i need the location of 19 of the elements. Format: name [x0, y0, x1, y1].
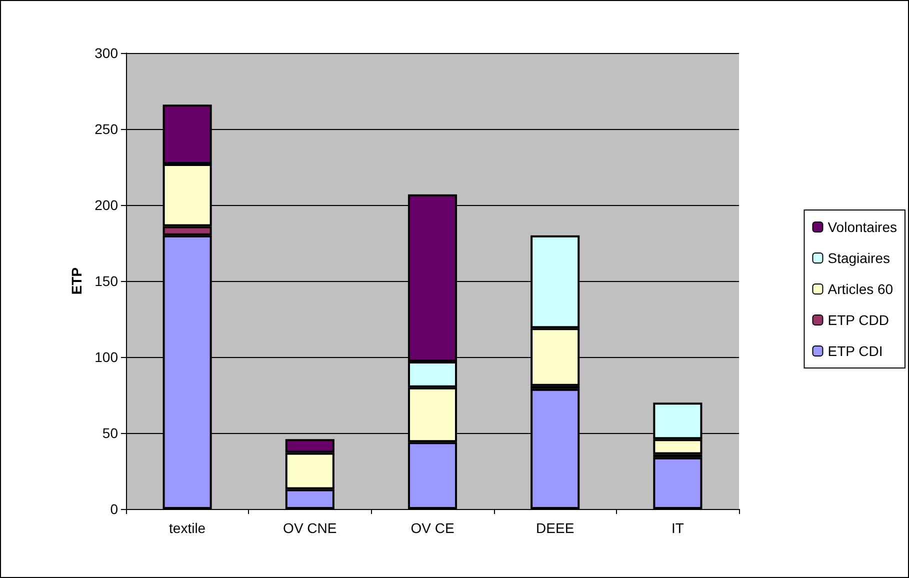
y-tick-label: 100	[94, 349, 118, 365]
y-tick-label: 300	[94, 45, 118, 61]
y-tick-label: 150	[94, 273, 118, 289]
y-tick-label: 250	[94, 121, 118, 137]
y-tick-label: 200	[94, 197, 118, 213]
x-tick-label: DEEE	[536, 520, 574, 536]
legend-label: Stagiaires	[828, 250, 890, 266]
legend-label: Volontaires	[828, 219, 898, 235]
y-tick-label: 50	[102, 425, 118, 441]
x-tick-label: OV CE	[410, 520, 454, 536]
y-tick-label: 0	[110, 501, 118, 517]
x-tick-label: textile	[169, 520, 206, 536]
x-tick-label: IT	[671, 520, 684, 536]
y-axis-title: ETP	[68, 267, 85, 295]
legend-label: ETP CDI	[828, 343, 883, 359]
x-tick-label: OV CNE	[283, 520, 337, 536]
legend-label: ETP CDD	[828, 312, 889, 328]
bar	[653, 457, 702, 509]
legend-label: Articles 60	[828, 281, 894, 297]
